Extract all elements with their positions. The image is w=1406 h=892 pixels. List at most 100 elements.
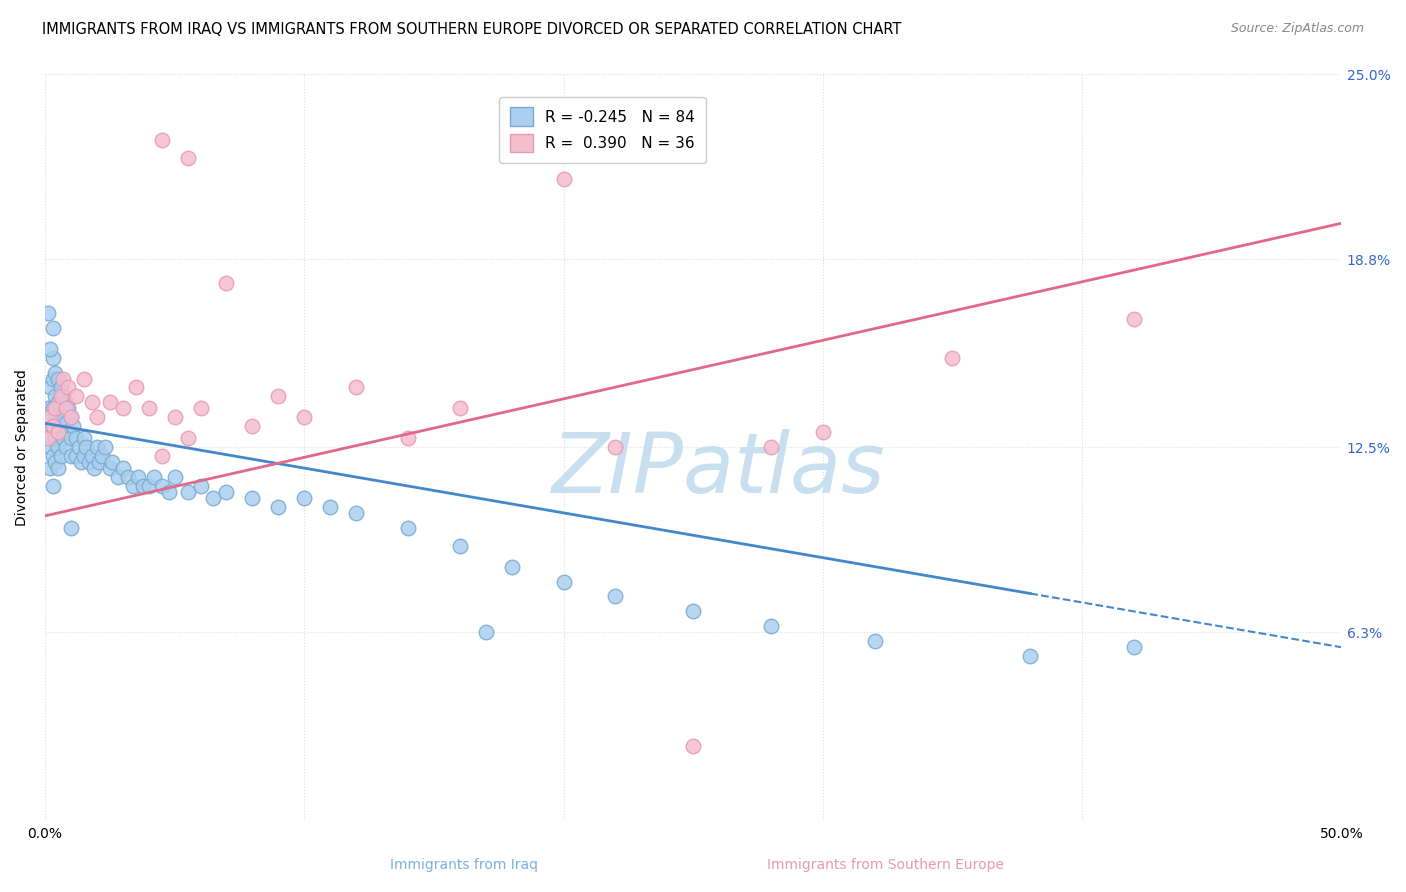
Point xyxy=(52,431,75,445)
Text: Source: ZipAtlas.com: Source: ZipAtlas.com xyxy=(1230,22,1364,36)
Point xyxy=(86,410,108,425)
Point xyxy=(111,401,134,416)
Point xyxy=(190,401,212,416)
Point xyxy=(65,449,87,463)
Point xyxy=(125,380,148,394)
Point xyxy=(42,320,65,334)
Point xyxy=(44,389,66,403)
Text: IMMIGRANTS FROM IRAQ VS IMMIGRANTS FROM SOUTHERN EUROPE DIVORCED OR SEPARATED CO: IMMIGRANTS FROM IRAQ VS IMMIGRANTS FROM … xyxy=(42,22,901,37)
Point xyxy=(46,440,69,454)
Point xyxy=(150,133,173,147)
Legend: R = -0.245   N = 84, R =  0.390   N = 36: R = -0.245 N = 84, R = 0.390 N = 36 xyxy=(499,96,706,163)
Point xyxy=(202,491,225,505)
Point xyxy=(111,461,134,475)
Point xyxy=(344,380,367,394)
Point xyxy=(93,440,115,454)
Point xyxy=(73,449,96,463)
Point xyxy=(39,342,62,356)
Point xyxy=(55,401,77,416)
Point xyxy=(98,395,121,409)
Point xyxy=(163,470,186,484)
Point xyxy=(42,479,65,493)
Point xyxy=(1122,640,1144,655)
Point xyxy=(39,440,62,454)
Point xyxy=(75,440,97,454)
Point xyxy=(46,425,69,440)
Point xyxy=(215,276,238,290)
Point xyxy=(86,440,108,454)
Point xyxy=(941,351,963,365)
Point xyxy=(501,559,523,574)
Point xyxy=(98,461,121,475)
Point xyxy=(449,539,471,553)
Point xyxy=(42,419,65,434)
Point xyxy=(73,431,96,445)
Point xyxy=(474,625,496,640)
Point xyxy=(759,619,782,633)
Text: ZIPatlas: ZIPatlas xyxy=(553,429,886,510)
Point xyxy=(176,151,198,165)
Point xyxy=(863,634,886,648)
Point xyxy=(46,395,69,409)
Point xyxy=(138,401,160,416)
Point xyxy=(59,410,82,425)
Point xyxy=(132,479,155,493)
Point xyxy=(39,461,62,475)
Point xyxy=(122,479,145,493)
Point xyxy=(39,380,62,394)
Point xyxy=(49,425,72,440)
Point xyxy=(59,449,82,463)
Point xyxy=(59,410,82,425)
Point xyxy=(292,410,315,425)
Point xyxy=(46,371,69,385)
Point xyxy=(42,371,65,385)
Point xyxy=(1122,311,1144,326)
Point xyxy=(553,171,575,186)
Point xyxy=(65,389,87,403)
Point xyxy=(344,506,367,520)
Point xyxy=(65,431,87,445)
Point xyxy=(605,590,627,604)
Point xyxy=(58,425,80,440)
Point xyxy=(42,419,65,434)
Y-axis label: Divorced or Separated: Divorced or Separated xyxy=(15,368,30,525)
Point xyxy=(73,371,96,385)
Point xyxy=(80,449,103,463)
Point xyxy=(811,425,834,440)
Point xyxy=(52,410,75,425)
Point xyxy=(83,461,105,475)
Point xyxy=(42,351,65,365)
Point xyxy=(70,455,93,469)
Point xyxy=(80,395,103,409)
Point xyxy=(117,470,139,484)
Point xyxy=(42,449,65,463)
Point xyxy=(42,401,65,416)
Point xyxy=(682,604,704,618)
Point xyxy=(682,739,704,753)
Point xyxy=(150,479,173,493)
Point xyxy=(55,417,77,431)
Point xyxy=(449,401,471,416)
Point xyxy=(62,419,84,434)
Point xyxy=(37,306,59,320)
Point xyxy=(1019,649,1042,664)
Point xyxy=(89,455,111,469)
Point xyxy=(150,449,173,463)
Point xyxy=(37,431,59,445)
Point xyxy=(44,401,66,416)
Point xyxy=(91,449,114,463)
Point xyxy=(49,389,72,403)
Point xyxy=(759,440,782,454)
Point xyxy=(605,440,627,454)
Point xyxy=(58,401,80,416)
Point xyxy=(77,455,100,469)
Point xyxy=(319,500,342,514)
Point xyxy=(157,485,180,500)
Point xyxy=(55,395,77,409)
Point xyxy=(52,371,75,385)
Text: Immigrants from Southern Europe: Immigrants from Southern Europe xyxy=(768,858,1004,872)
Point xyxy=(46,461,69,475)
Point xyxy=(55,440,77,454)
Point xyxy=(44,366,66,380)
Point xyxy=(267,500,290,514)
